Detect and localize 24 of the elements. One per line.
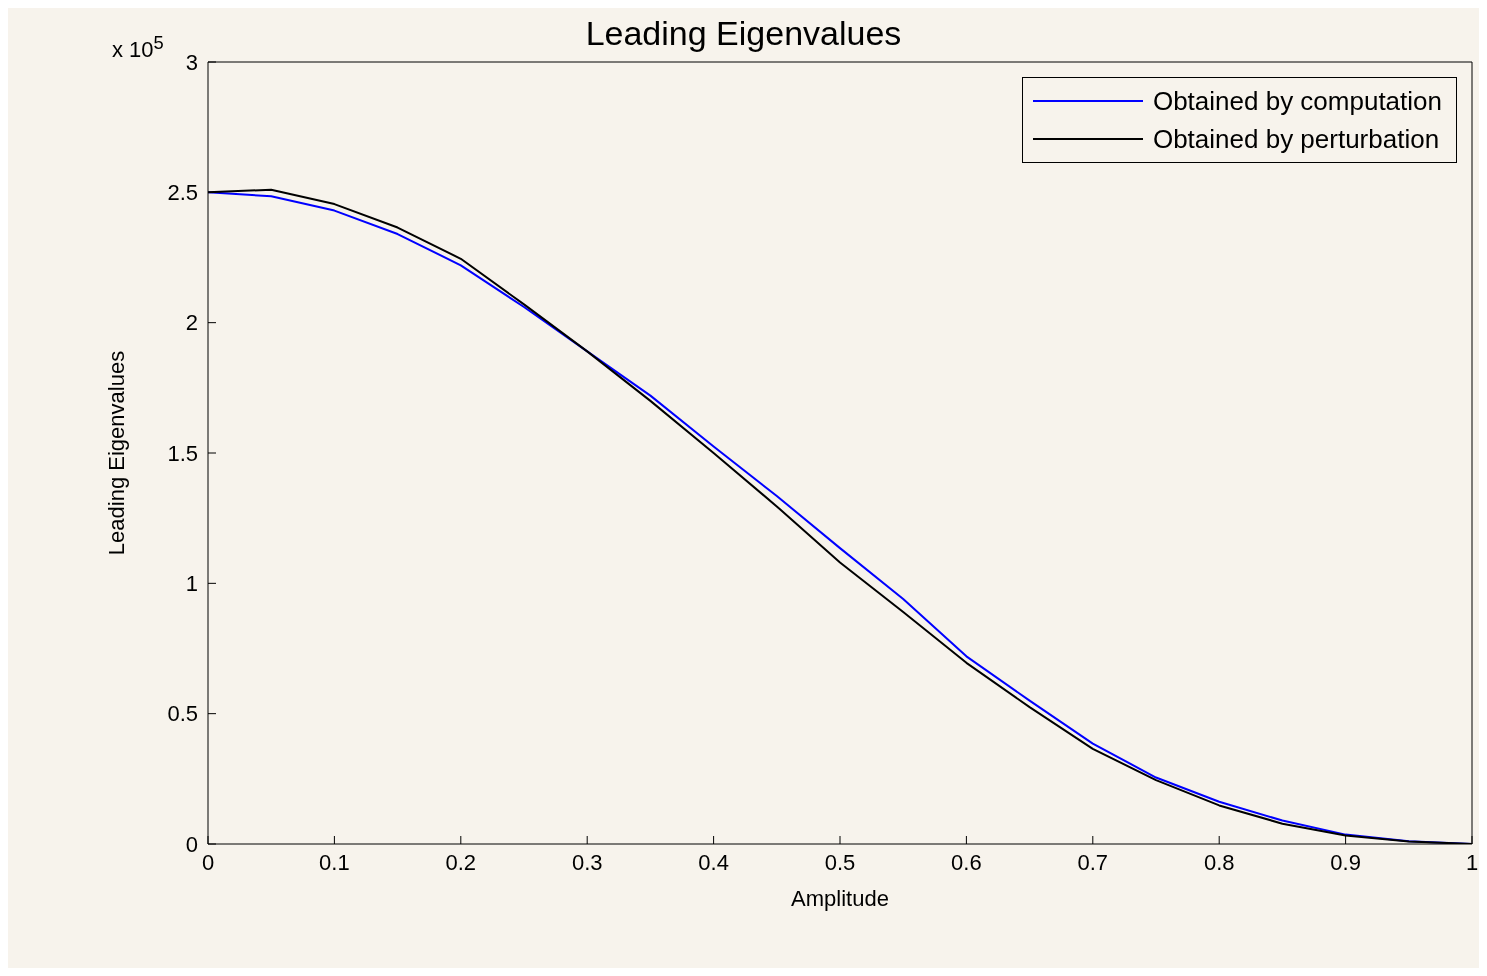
y-tick-label: 0: [185, 831, 198, 857]
x-tick-label: 0: [201, 849, 215, 875]
y-tick-label: 0.5: [167, 701, 198, 727]
x-tick-label: 0.1: [319, 849, 350, 875]
x-tick-label: 1: [1465, 849, 1479, 875]
chart-title: Leading Eigenvalues: [585, 14, 902, 52]
text: x 10$^{5}$: [112, 32, 164, 64]
y-axis-title: Leading Eigenvalues: [103, 350, 129, 556]
x-axis-title: Amplitude: [791, 886, 889, 911]
x-tick-label: 0.6: [951, 849, 982, 875]
y-tick-label: 1.5: [167, 440, 198, 466]
x-tick-label: 0.7: [1077, 849, 1109, 875]
x-tick-label: 0.9: [1330, 849, 1361, 875]
y-tick-label: 3: [185, 49, 198, 75]
legend-label: Obtained by computation: [1152, 85, 1442, 118]
x-tick-label: 0.5: [824, 849, 856, 875]
y-tick-label: 1: [185, 571, 198, 597]
x-tick-label: 0.4: [698, 849, 729, 875]
y-tick-label: 2: [185, 310, 198, 336]
y-tick-label: 2.5: [167, 180, 198, 206]
legend-label: Obtained by perturbation: [1152, 123, 1440, 156]
x-tick-label: 0.3: [571, 849, 603, 875]
x-tick-label: 0.2: [445, 849, 477, 875]
x-tick-label: 0.8: [1203, 849, 1235, 875]
